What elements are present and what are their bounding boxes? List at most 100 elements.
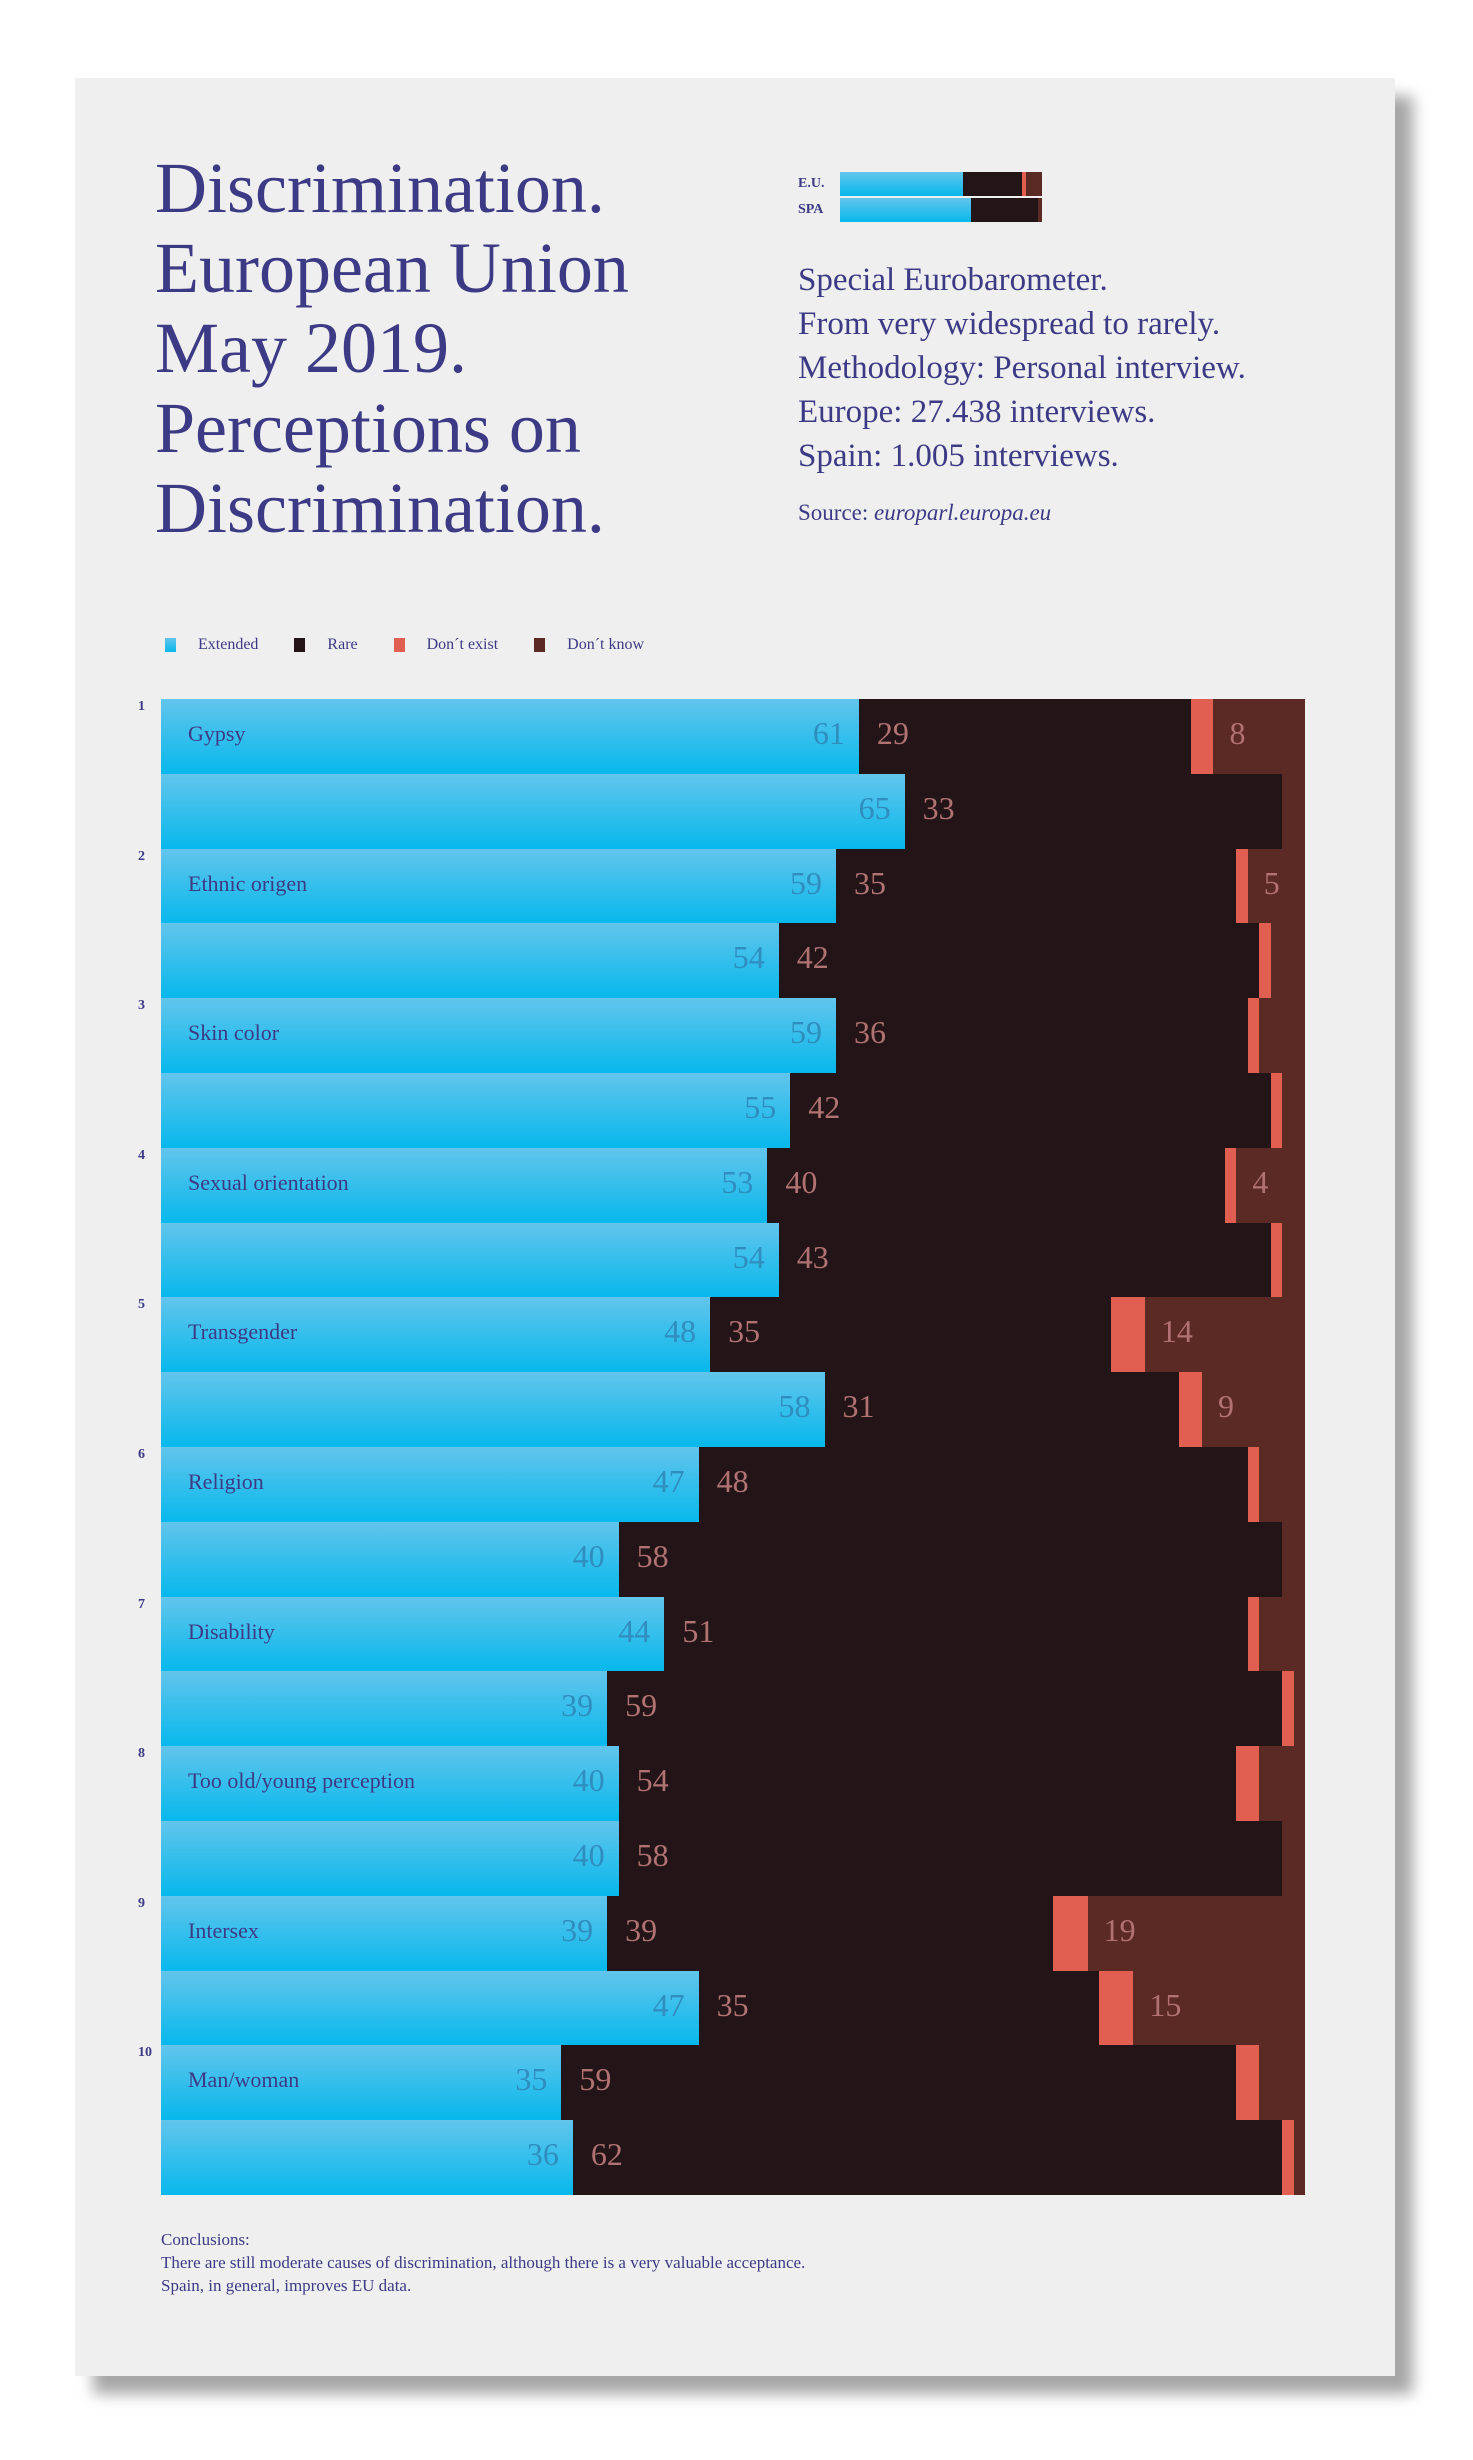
bar-segment-dont-exist bbox=[1236, 2045, 1260, 2121]
bar-segment-extended: Man/woman 35 bbox=[161, 2045, 562, 2121]
value-label-rare: 42 bbox=[796, 939, 829, 976]
bar-segment-dont-know: 5 bbox=[1247, 848, 1305, 924]
category-label: Religion bbox=[188, 1468, 264, 1494]
value-label-dont-know: 15 bbox=[1149, 1986, 1182, 2023]
bar-segment-rare bbox=[963, 172, 1022, 196]
key-bar-eu bbox=[840, 172, 1042, 196]
description-line: Spain: 1.005 interviews. bbox=[798, 438, 1119, 474]
bar-segment-dont-exist bbox=[1282, 1671, 1294, 1747]
bar-segment-dont-exist bbox=[1179, 1372, 1203, 1447]
bar-segment-dont-know bbox=[1270, 923, 1305, 999]
rank-label: 2 bbox=[138, 848, 145, 864]
bar-segment-rare: 59 bbox=[607, 1671, 1283, 1747]
value-label-extended: 39 bbox=[561, 1911, 594, 1948]
bar-row-spa: 47 35 15 bbox=[161, 1970, 1305, 2046]
bar-segment-extended: Too old/young perception 40 bbox=[161, 1746, 619, 1821]
bar-segment-dont-know bbox=[1282, 1222, 1305, 1298]
description-line: Methodology: Personal interview. bbox=[798, 350, 1246, 386]
bar-segment-dont-know bbox=[1037, 198, 1042, 222]
bar-row-eu: Skin color 59 36 3 bbox=[138, 998, 1305, 1073]
value-label-dont-know: 9 bbox=[1218, 1388, 1235, 1425]
legend-label: Extended bbox=[198, 636, 259, 653]
bar-segment-dont-know bbox=[1282, 1820, 1305, 1896]
bar-segment-rare: 51 bbox=[664, 1596, 1248, 1672]
bar-row-spa: 54 43 bbox=[161, 1222, 1305, 1298]
bar-segment-dont-know bbox=[1259, 1746, 1305, 1821]
value-label-dont-know: 5 bbox=[1263, 864, 1280, 901]
value-label-extended: 59 bbox=[789, 1014, 822, 1051]
value-label-extended: 40 bbox=[572, 1836, 605, 1873]
bar-row-eu: Too old/young perception 40 54 8 bbox=[138, 1746, 1305, 1821]
value-label-rare: 58 bbox=[636, 1836, 669, 1873]
value-label-extended: 54 bbox=[732, 1238, 765, 1275]
bar-row-eu: Disability 44 51 7 bbox=[138, 1596, 1305, 1672]
value-label-rare: 54 bbox=[636, 1762, 669, 1799]
bar-segment-dont-exist bbox=[1270, 1222, 1283, 1298]
value-label-dont-know: 4 bbox=[1252, 1163, 1269, 1200]
key-label-eu: E.U. bbox=[798, 176, 825, 191]
bar-segment-extended: 36 bbox=[161, 2120, 573, 2195]
value-label-rare: 48 bbox=[716, 1462, 749, 1499]
bar-row-spa: 54 42 bbox=[161, 923, 1305, 999]
legend-item-extended: Extended bbox=[165, 636, 258, 654]
value-label-rare: 43 bbox=[796, 1238, 829, 1275]
bar-segment-dont-exist bbox=[1190, 699, 1214, 774]
value-label-rare: 35 bbox=[728, 1313, 761, 1350]
bar-segment-rare: 42 bbox=[778, 923, 1260, 999]
bar-segment-rare: 54 bbox=[618, 1746, 1237, 1821]
source-link[interactable]: europarl.europa.eu bbox=[874, 500, 1052, 525]
bar-segment-extended: Disability 44 bbox=[161, 1596, 665, 1672]
bar-segment-dont-know bbox=[1282, 1521, 1305, 1597]
value-label-extended: 48 bbox=[664, 1313, 697, 1350]
bar-segment-rare: 58 bbox=[618, 1820, 1283, 1896]
bar-row-spa: 36 62 bbox=[161, 2120, 1305, 2195]
source: Source: europarl.europa.eu bbox=[798, 500, 1051, 526]
bar-segment-dont-exist bbox=[1053, 1895, 1088, 1971]
category-label: Ethnic origen bbox=[188, 870, 308, 896]
bar-row-eu: Gypsy 61 29 8 1 bbox=[138, 699, 1305, 774]
bar-segment-rare: 29 bbox=[858, 699, 1191, 774]
bar-row-eu: Transgender 48 35 14 5 bbox=[138, 1297, 1305, 1373]
bar-segment-dont-know: 19 bbox=[1087, 1895, 1305, 1971]
bar-segment-dont-know bbox=[1259, 2045, 1305, 2121]
value-label-dont-know: 19 bbox=[1103, 1911, 1136, 1948]
value-label-extended: 44 bbox=[618, 1612, 651, 1649]
legend-swatch-dont-know bbox=[534, 638, 546, 652]
legend-label: Don´t know bbox=[567, 636, 645, 653]
bar-segment-dont-know: 15 bbox=[1133, 1970, 1305, 2046]
title-line: Perceptions on bbox=[155, 388, 581, 468]
bar-row-eu: Religion 47 48 6 bbox=[138, 1446, 1305, 1522]
category-label: Too old/young perception bbox=[188, 1768, 415, 1794]
value-label-rare: 39 bbox=[625, 1911, 658, 1948]
bar-segment-rare: 33 bbox=[904, 773, 1283, 849]
conclusions-line: Spain, in general, improves EU data. bbox=[161, 2276, 412, 2295]
bar-row-eu: Sexual orientation 53 40 4 4 bbox=[138, 1147, 1305, 1223]
value-label-dont-know: 8 bbox=[1229, 715, 1246, 751]
legend-item-dont-exist: Don´t exist bbox=[393, 636, 499, 654]
bar-segment-dont-exist bbox=[1099, 1970, 1134, 2046]
bar-row-spa: 40 58 bbox=[161, 1820, 1305, 1896]
value-label-extended: 65 bbox=[858, 789, 891, 826]
bar-segment-extended: 65 bbox=[161, 773, 905, 849]
value-label-extended: 36 bbox=[526, 2136, 559, 2173]
legend-swatch-dont-exist bbox=[393, 638, 405, 652]
description: Special Eurobarometer. From very widespr… bbox=[798, 258, 1246, 478]
bar-segment-extended bbox=[840, 172, 964, 196]
bar-segment-rare: 35 bbox=[835, 848, 1237, 924]
value-label-rare: 42 bbox=[808, 1088, 841, 1125]
bar-segment-rare: 39 bbox=[607, 1895, 1054, 1971]
value-label-extended: 55 bbox=[744, 1088, 777, 1125]
bar-segment-extended: Intersex 39 bbox=[161, 1895, 608, 1971]
bar-segment-dont-know bbox=[1259, 1596, 1305, 1672]
legend-label: Don´t exist bbox=[426, 636, 499, 653]
value-label-rare: 59 bbox=[579, 2061, 612, 2098]
bar-segment-extended bbox=[840, 198, 972, 222]
value-label-rare: 35 bbox=[853, 864, 886, 901]
rank-label: 10 bbox=[138, 2045, 152, 2061]
bar-segment-dont-know bbox=[1259, 1446, 1305, 1522]
bar-segment-extended: Skin color 59 bbox=[161, 998, 836, 1073]
bar-segment-extended: Religion 47 bbox=[161, 1446, 699, 1522]
bar-segment-dont-know bbox=[1025, 172, 1042, 196]
bar-segment-dont-know bbox=[1259, 998, 1305, 1073]
bar-segment-dont-exist bbox=[1224, 1147, 1237, 1223]
